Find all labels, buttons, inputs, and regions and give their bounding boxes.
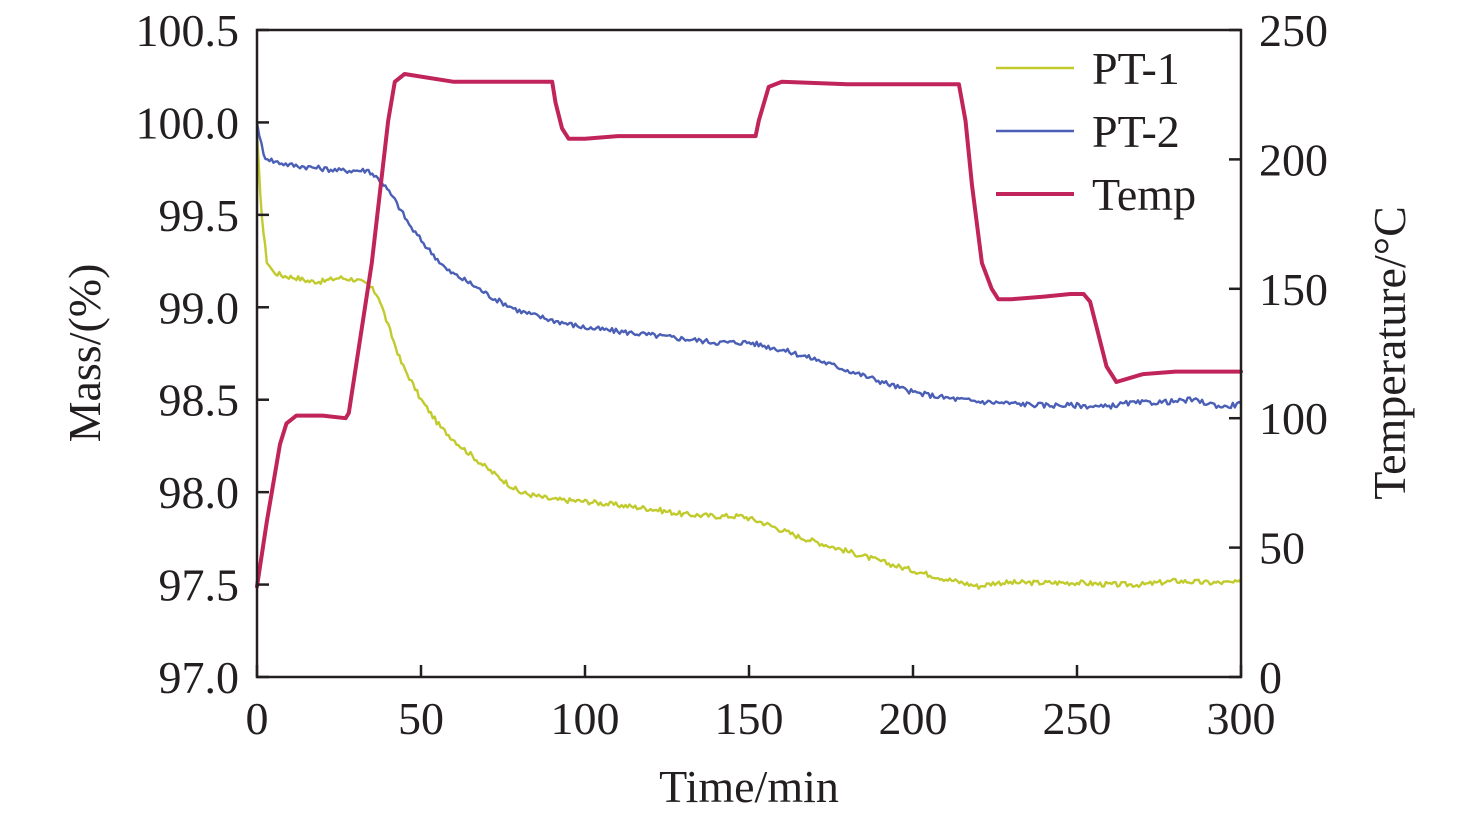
y2-axis-title: Temperature/°C <box>1364 206 1415 500</box>
y-tick-label: 97.5 <box>159 560 240 611</box>
x-tick-label: 300 <box>1207 693 1276 744</box>
x-tick-label: 100 <box>551 693 620 744</box>
x-tick-label: 50 <box>398 693 444 744</box>
y-tick-label: 98.0 <box>159 467 240 518</box>
y-tick-label: 100.5 <box>136 5 240 56</box>
y2-tick-label: 100 <box>1259 393 1328 444</box>
y2-tick-label: 200 <box>1259 134 1328 185</box>
legend-label-pt-2: PT-2 <box>1092 106 1180 157</box>
y-tick-label: 99.0 <box>159 282 240 333</box>
y2-tick-label: 150 <box>1259 264 1328 315</box>
x-tick-label: 200 <box>879 693 948 744</box>
x-tick-label: 0 <box>246 693 269 744</box>
x-tick-label: 250 <box>1043 693 1112 744</box>
y2-tick-label: 250 <box>1259 5 1328 56</box>
legend: PT-1 PT-2 Temp <box>996 43 1196 220</box>
x-axis-title: Time/min <box>659 761 839 812</box>
series-lines <box>255 72 1243 590</box>
series-line-temp <box>255 72 1243 589</box>
x-tick-label: 150 <box>715 693 784 744</box>
legend-label-pt-1: PT-1 <box>1092 43 1180 94</box>
y-tick-label: 98.5 <box>159 375 240 426</box>
series-line-pt-2 <box>255 121 1243 410</box>
series-line-pt-1 <box>255 130 1243 590</box>
y2-tick-label: 0 <box>1259 652 1282 703</box>
y2-tick-label: 50 <box>1259 523 1305 574</box>
y-tick-label: 97.0 <box>159 652 240 703</box>
axis-ticks: 0 50 100 150 200 250 300 97.0 97.5 98.0 98.5 99.0 99… <box>136 5 1329 744</box>
y-tick-label: 99.5 <box>159 190 240 241</box>
legend-label-temp: Temp <box>1092 169 1196 220</box>
y-tick-label: 100.0 <box>136 97 240 148</box>
y-axis-title: Mass/(%) <box>59 264 110 443</box>
